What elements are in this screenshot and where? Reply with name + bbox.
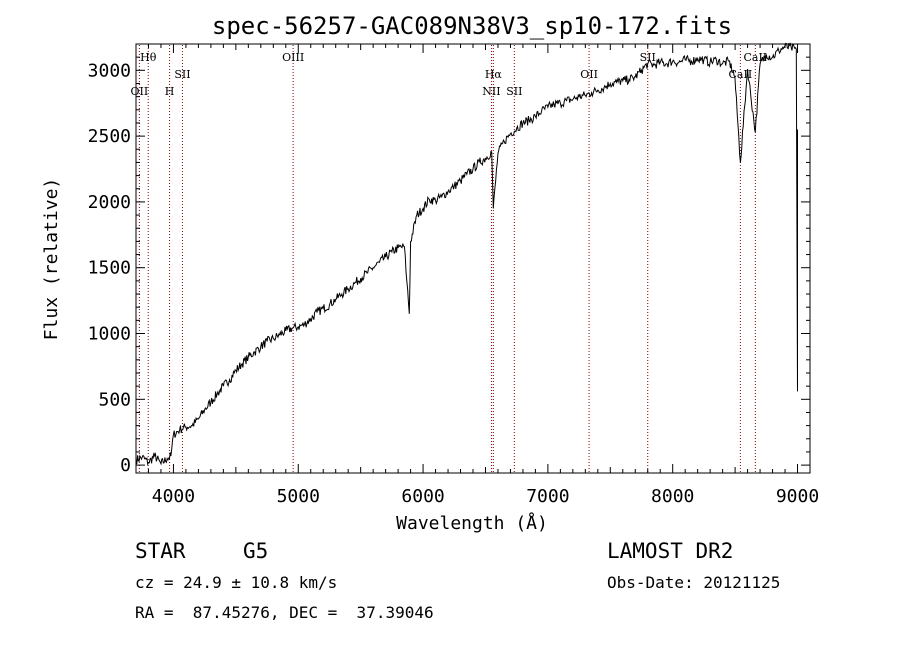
emission-line-label: H [165, 85, 175, 98]
plot-frame [135, 43, 811, 474]
y-axis-label: Flux (relative) [41, 178, 62, 341]
x-axis-label: Wavelength (Å) [396, 512, 548, 534]
y-tick-label: 3000 [88, 60, 131, 81]
emission-line-label: CaII [729, 68, 753, 81]
emission-line-markers [138, 45, 756, 472]
x-axis: 4000 5000 6000 7000 8000 9000 [135, 44, 819, 507]
y-axis: 0 500 1000 1500 2000 2500 3000 [88, 43, 810, 476]
y-tick-label: 1500 [88, 258, 131, 279]
survey-label: LAMOST DR2 [607, 539, 734, 563]
x-tick-label: 9000 [776, 486, 819, 507]
emission-line-label: SII [506, 85, 522, 98]
coordinates-text: RA = 87.45276, DEC = 37.39046 [135, 603, 434, 622]
x-tick-label: 6000 [401, 486, 444, 507]
emission-line-label: OII [580, 68, 598, 81]
x-tick-label: 5000 [277, 486, 320, 507]
emission-line-label: SII [640, 51, 656, 64]
object-class: STAR [135, 539, 186, 563]
emission-line-label: Hθ [140, 51, 157, 64]
y-tick-label: 2500 [88, 126, 131, 147]
redshift-text: cz = 24.9 ± 10.8 km/s [135, 573, 338, 592]
chart-title: spec-56257-GAC089N38V3_sp10-172.fits [212, 12, 732, 40]
emission-line-label: OII [131, 85, 149, 98]
y-tick-label: 0 [120, 455, 131, 476]
spectrum-line [135, 42, 798, 466]
y-tick-label: 1000 [88, 324, 131, 345]
emission-line-label: OIII [282, 51, 304, 64]
x-tick-label: 8000 [651, 486, 694, 507]
object-subclass: G5 [243, 539, 269, 563]
x-tick-label: 4000 [152, 486, 195, 507]
y-tick-label: 500 [98, 389, 131, 410]
emission-line-label: NII [482, 85, 500, 98]
x-tick-label: 7000 [526, 486, 569, 507]
emission-line-label: Hα [485, 68, 503, 81]
y-tick-label: 2000 [88, 192, 131, 213]
obs-date-text: Obs-Date: 20121125 [607, 573, 781, 592]
emission-line-label: SII [174, 68, 190, 81]
